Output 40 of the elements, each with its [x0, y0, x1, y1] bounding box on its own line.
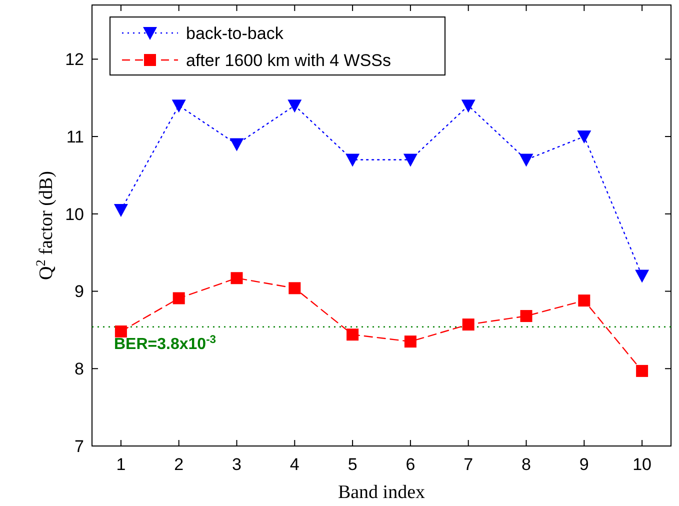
x-tick-label: 7 [464, 455, 474, 474]
y-tick-label: 10 [65, 204, 84, 224]
x-tick-label: 5 [348, 455, 358, 474]
point [346, 328, 359, 341]
point [635, 270, 650, 283]
point [230, 138, 244, 152]
point [230, 272, 243, 284]
point [172, 292, 185, 304]
x-tick-label: 9 [579, 455, 589, 474]
point [403, 154, 418, 167]
x-tick-label: 8 [522, 455, 531, 474]
legend-label: after 1600 km with 4 WSSs [186, 50, 392, 70]
x-tick-label: 6 [406, 455, 416, 474]
y-tick-label: 11 [66, 127, 84, 146]
y-tick-label: 9 [74, 282, 84, 302]
y-tick-label: 7 [74, 436, 84, 456]
point [114, 325, 127, 338]
point [577, 130, 592, 144]
x-axis-title: Band index [338, 482, 426, 503]
point [346, 154, 360, 167]
x-tick-label: 3 [232, 455, 242, 474]
point [520, 310, 532, 322]
point [462, 318, 474, 331]
legend-label: back-to-back [186, 24, 284, 43]
point [288, 282, 301, 294]
point [114, 204, 128, 218]
x-tick-label: 4 [290, 455, 300, 474]
point [404, 336, 416, 348]
y-tick-label: 12 [65, 50, 84, 70]
point [461, 100, 476, 113]
point [519, 154, 534, 167]
x-tick-label: 10 [632, 455, 652, 474]
x-tick-label: 2 [174, 455, 184, 474]
point [578, 294, 590, 307]
point [172, 100, 186, 113]
x-tick-label: 1 [116, 455, 126, 474]
annotation: BER=3.8x10$^{-3}$ [114, 334, 216, 353]
point [288, 100, 302, 113]
point [636, 364, 648, 377]
y-tick-label: 8 [74, 360, 84, 379]
